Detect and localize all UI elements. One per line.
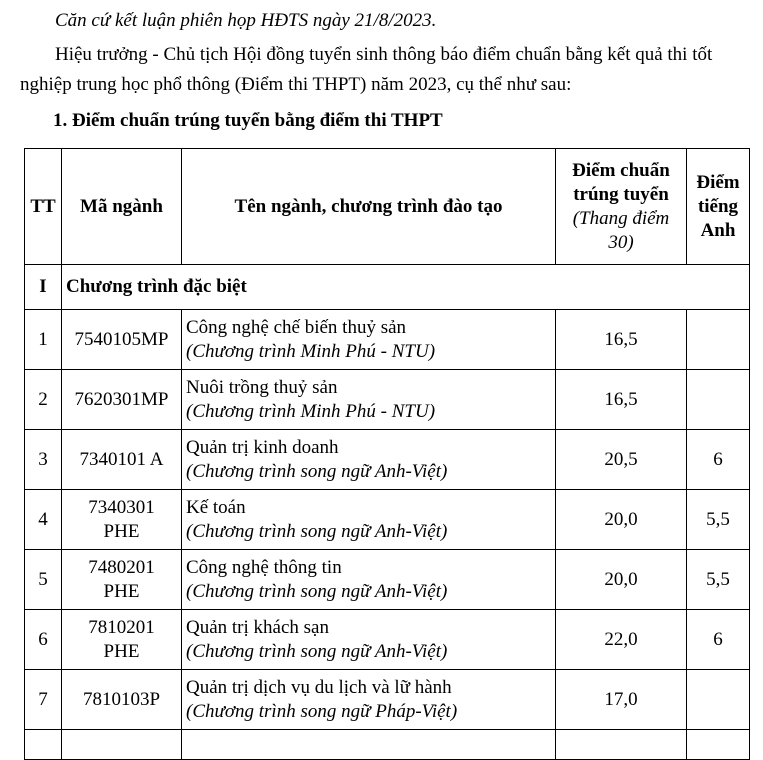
table-row: 4 7340301 PHE Kế toán (Chương trình song n… [24,489,750,550]
section-row: I Chương trình đặc biệt [24,264,750,310]
program-name: Công nghệ chế biến thuỷ sản [186,316,407,338]
header-score-scale: (Thang điểm 30) [572,207,670,253]
benchmark-score: 16,5 [555,309,687,370]
english-score: 6 [686,609,750,670]
table-row: 3 7340101 A Quản trị kinh doanh (Chương t… [24,429,750,490]
program-code: 7480201 PHE [61,549,182,610]
score-table: TT Mã ngành Tên ngành, chương trình đào … [24,148,750,760]
program-type: (Chương trình Minh Phú - NTU) [186,400,436,422]
program-type: (Chương trình song ngữ Pháp-Việt) [186,700,458,722]
header-score-line1: Điểm chuẩn [572,159,670,181]
program-name: Quản trị khách sạn [186,616,329,638]
benchmark-score: 16,5 [555,369,687,430]
row-number: 2 [24,369,62,430]
program-type: (Chương trình song ngữ Anh-Việt) [186,520,448,542]
header-score-line2: trúng tuyển [573,183,669,205]
english-score [686,669,750,730]
row-number: 3 [24,429,62,490]
table-row: 5 7480201 PHE Công nghệ thông tin (Chương … [24,549,750,610]
english-score: 5,5 [686,549,750,610]
row-number: 1 [24,309,62,370]
program-code-line2: PHE [103,520,140,542]
program-name-cell: Nuôi trồng thuỷ sản (Chương trình Minh Ph… [181,369,556,430]
program-name: Quản trị dịch vụ du lịch và lữ hành [186,676,452,698]
table-row: 7 7810103P Quản trị dịch vụ du lịch và l… [24,669,750,730]
program-code: 7540105MP [61,309,182,370]
table-header-row: TT Mã ngành Tên ngành, chương trình đào … [24,148,750,265]
header-tt: TT [24,148,62,265]
intro-paragraph-line-2: nghiệp trung học phổ thông (Điểm thi THP… [20,74,572,95]
section-number: I [24,264,62,310]
program-code-line2: PHE [103,640,140,662]
row-number: 6 [24,609,62,670]
benchmark-score: 17,0 [555,669,687,730]
benchmark-score: 22,0 [555,609,687,670]
program-code-line1: 7810103P [82,688,161,710]
program-code-line1: 7540105MP [74,328,169,350]
english-score: 5,5 [686,489,750,550]
benchmark-score: 20,0 [555,489,687,550]
program-code: 7620301MP [61,369,182,430]
program-name-cell: Quản trị dịch vụ du lịch và lữ hành (Chươ… [181,669,556,730]
header-score: Điểm chuẩn trúng tuyển (Thang điểm 30) [555,148,687,265]
row-number: 4 [24,489,62,550]
table-row: 6 7810201 PHE Quản trị khách sạn (Chương t… [24,609,750,670]
table-row: 2 7620301MP Nuôi trồng thuỷ sản (Chương t… [24,369,750,430]
header-name: Tên ngành, chương trình đào tạo [181,148,556,265]
header-english-line2: tiếng [697,195,739,217]
program-name: Quản trị kinh doanh [186,436,339,458]
header-english-line1: Điểm [696,171,740,193]
section-heading: 1. Điểm chuẩn trúng tuyển bằng điểm thi … [53,110,443,131]
benchmark-score: 20,5 [555,429,687,490]
row-number: 7 [24,669,62,730]
english-score [686,369,750,430]
program-name: Nuôi trồng thuỷ sản [186,376,338,398]
program-code: 7810103P [61,669,182,730]
program-name-cell: Công nghệ thông tin (Chương trình song ng… [181,549,556,610]
program-code-line1: 7340101 A [79,448,164,470]
program-code: 7810201 PHE [61,609,182,670]
program-code-line1: 7810201 [88,616,155,638]
program-code-line1: 7340301 [88,496,155,518]
program-name-cell: Công nghệ chế biến thuỷ sản (Chương trình… [181,309,556,370]
english-score: 6 [686,429,750,490]
table-row-partial [24,729,750,760]
table-row: 1 7540105MP Công nghệ chế biến thuỷ sản(… [24,309,750,370]
english-score [686,309,750,370]
program-code-line1: 7620301MP [74,388,169,410]
program-code-line1: 7480201 [88,556,155,578]
section-label: Chương trình đặc biệt [61,264,750,310]
intro-paragraph-line-1: Hiệu trưởng - Chủ tịch Hội đồng tuyển si… [55,44,713,65]
program-name-cell: Quản trị khách sạn (Chương trình song ngữ… [181,609,556,670]
program-name-cell: Quản trị kinh doanh (Chương trình song ng… [181,429,556,490]
header-english-line3: Anh [700,219,736,241]
benchmark-score: 20,0 [555,549,687,610]
program-type: (Chương trình song ngữ Anh-Việt) [186,580,448,602]
program-code: 7340301 PHE [61,489,182,550]
program-name: Kế toán [186,496,246,518]
program-type: (Chương trình song ngữ Anh-Việt) [186,640,448,662]
intro-line-1: Căn cứ kết luận phiên họp HĐTS ngày 21/8… [55,10,437,31]
program-name-cell: Kế toán (Chương trình song ngữ Anh-Việt) [181,489,556,550]
program-code-line2: PHE [103,580,140,602]
program-type: (Chương trình Minh Phú - NTU) [186,340,436,362]
row-number: 5 [24,549,62,610]
header-english: Điểm tiếng Anh [686,148,750,265]
header-code: Mã ngành [61,148,182,265]
program-type: (Chương trình song ngữ Anh-Việt) [186,460,448,482]
program-name: Công nghệ thông tin [186,556,342,578]
program-code: 7340101 A [61,429,182,490]
